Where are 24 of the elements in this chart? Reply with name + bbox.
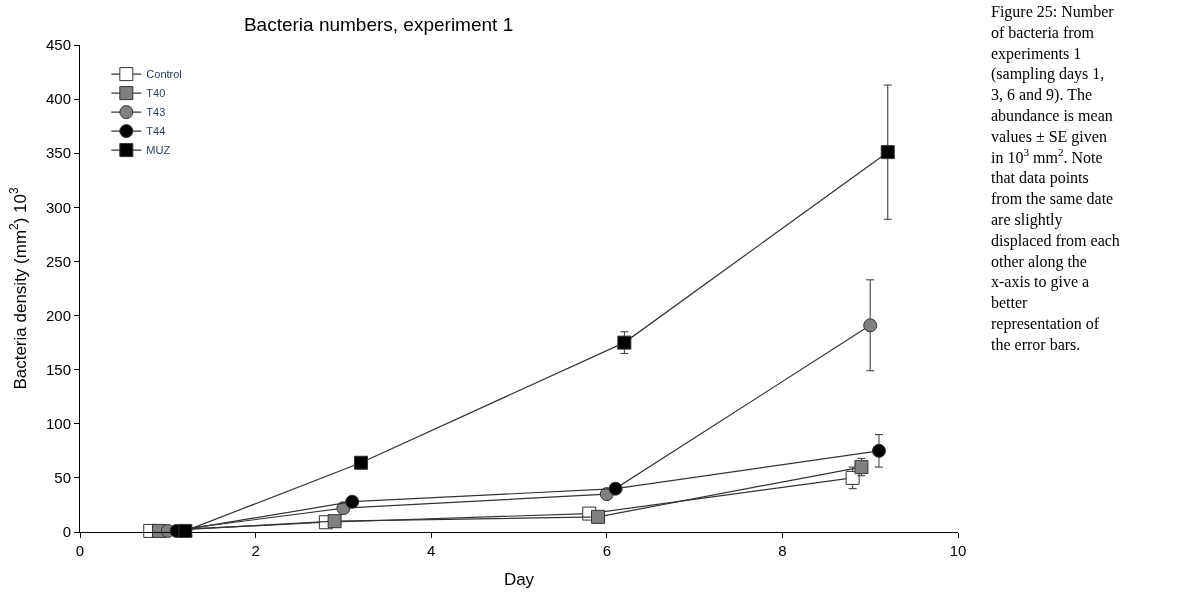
y-tick-label: 350	[45, 144, 71, 162]
chart-title: Bacteria numbers, experiment 1	[243, 14, 514, 36]
legend-label: T43	[146, 106, 166, 119]
y-tick-label: 250	[45, 252, 71, 270]
legend-label: T40	[146, 87, 166, 100]
y-tick-label: 50	[54, 469, 71, 487]
y-tick-label: 300	[45, 198, 71, 216]
x-tick-label: 0	[75, 542, 85, 559]
y-tick-label: 450	[45, 36, 71, 54]
x-tick-label: 6	[602, 542, 611, 559]
legend-label: Control	[146, 68, 182, 81]
legend-label: MUZ	[146, 144, 171, 157]
x-axis-title: Day	[503, 570, 535, 590]
y-tick-label: 0	[62, 523, 71, 541]
x-tick-label: 8	[778, 542, 787, 559]
y-tick-label: 100	[45, 415, 71, 433]
y-tick-label: 150	[45, 360, 71, 378]
x-tick-label: 10	[949, 542, 967, 559]
legend-label: T44	[146, 125, 166, 138]
y-tick-label: 400	[45, 90, 71, 108]
text: Figure 25: Number of bacteria from experiments 1 (sampling days 1, 3, 6 and 9). The abundance is mean values ± SE given in 10$^{3}$ mm$^{2}$. Note that data points from the same date are slightly displaced from each other along the x-axis to give a better representation of the error bars.	[991, 3, 1120, 353]
y-tick-label: 200	[45, 306, 71, 324]
x-tick-label: 4	[427, 542, 436, 559]
x-tick-label: 2	[251, 542, 260, 559]
